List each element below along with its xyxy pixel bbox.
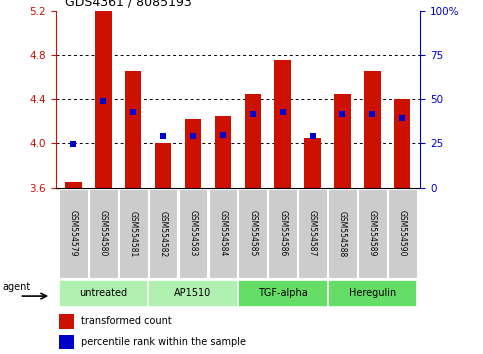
Text: AP1510: AP1510 [174, 288, 212, 298]
Bar [334, 93, 351, 188]
Text: transformed count: transformed count [81, 316, 172, 326]
Text: GSM554581: GSM554581 [129, 211, 138, 257]
Bar [95, 11, 112, 188]
Bar [328, 189, 357, 278]
Bar [215, 116, 231, 188]
Text: GSM554589: GSM554589 [368, 210, 377, 257]
Bar [65, 182, 82, 188]
Bar [59, 335, 74, 349]
Bar [148, 280, 238, 307]
Bar [125, 72, 142, 188]
Text: untreated: untreated [79, 288, 128, 298]
Text: GSM554580: GSM554580 [99, 210, 108, 257]
Bar [327, 280, 417, 307]
Bar [89, 189, 118, 278]
Bar [149, 189, 177, 278]
Text: Heregulin: Heregulin [349, 288, 396, 298]
Bar [269, 189, 297, 278]
Bar [364, 72, 381, 188]
Text: GSM554590: GSM554590 [398, 210, 407, 257]
Bar [239, 189, 267, 278]
Bar [244, 93, 261, 188]
Bar [58, 280, 148, 307]
Text: GDS4361 / 8085193: GDS4361 / 8085193 [65, 0, 192, 9]
Text: GSM554582: GSM554582 [158, 211, 168, 257]
Bar [274, 61, 291, 188]
Bar [179, 189, 207, 278]
Bar [119, 189, 148, 278]
Text: GSM554583: GSM554583 [188, 210, 198, 257]
Text: GSM554579: GSM554579 [69, 210, 78, 257]
Text: GSM554585: GSM554585 [248, 210, 257, 257]
Text: agent: agent [3, 282, 31, 292]
Bar [358, 189, 387, 278]
Bar [304, 138, 321, 188]
Bar [209, 189, 237, 278]
Bar [388, 189, 417, 278]
Text: GSM554588: GSM554588 [338, 211, 347, 257]
Bar [59, 314, 74, 329]
Text: GSM554586: GSM554586 [278, 210, 287, 257]
Bar [394, 99, 411, 188]
Bar [185, 119, 201, 188]
Bar [238, 280, 327, 307]
Bar [155, 143, 171, 188]
Text: percentile rank within the sample: percentile rank within the sample [81, 337, 246, 347]
Bar [298, 189, 327, 278]
Text: GSM554584: GSM554584 [218, 210, 227, 257]
Bar [59, 189, 88, 278]
Text: TGF-alpha: TGF-alpha [258, 288, 308, 298]
Text: GSM554587: GSM554587 [308, 210, 317, 257]
